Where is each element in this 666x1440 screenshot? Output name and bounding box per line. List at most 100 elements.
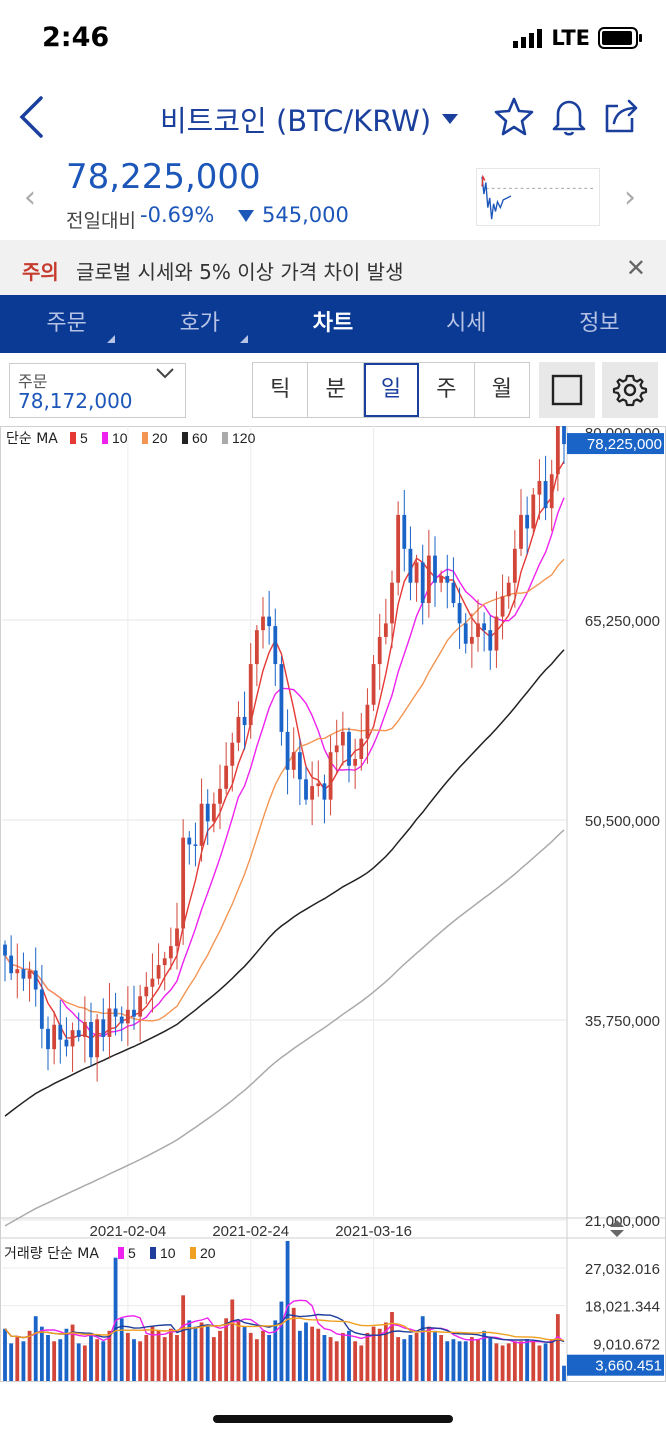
price-ma-legend-label: 단순 MA [6, 431, 58, 447]
ma120-line [4, 829, 565, 1227]
candle [347, 731, 351, 766]
ma10-line [4, 497, 565, 1038]
price-chart[interactable]: 65,250,000 50,500,000 35,750,000 21,000,000… [0, 426, 666, 1382]
volume-bar [132, 1339, 136, 1381]
volume-bar [211, 1337, 216, 1381]
candle [162, 958, 167, 966]
legend-swatch [70, 432, 76, 444]
volume-bar [291, 1307, 296, 1381]
order-value: 78,172,000 [18, 389, 133, 413]
mini-chart[interactable] [476, 168, 600, 226]
volume-bar [3, 1328, 7, 1381]
period-minute[interactable]: 분 [308, 363, 364, 417]
tab-quotes[interactable]: 시세 [445, 311, 487, 336]
market-selector[interactable]: 비트코인 (BTC/KRW) [160, 98, 459, 140]
volume-bar [297, 1330, 302, 1381]
warning-text: 글로벌 시세와 5% 이상 가격 차이 발생 [76, 260, 404, 284]
period-week[interactable]: 주 [419, 363, 475, 417]
candle [390, 582, 394, 624]
volume-bar [144, 1335, 149, 1381]
volume-bar [150, 1326, 155, 1381]
tab-info[interactable]: 정보 [579, 311, 620, 336]
x-tick-label: 2021-02-04 [89, 1223, 166, 1240]
volume-tick-label: 18,021.344 [585, 1299, 660, 1316]
candle [506, 582, 511, 597]
share-icon[interactable] [602, 96, 642, 136]
volume-bar [463, 1341, 468, 1381]
volume-bar [168, 1328, 173, 1381]
volume-bar [273, 1320, 278, 1381]
volume-bar [402, 1339, 407, 1381]
volume-ma5-line [4, 1299, 565, 1344]
candle [211, 803, 216, 822]
legend-period: 5 [80, 430, 88, 446]
candle [531, 494, 536, 529]
fullscreen-button[interactable] [539, 362, 595, 418]
candle [273, 626, 278, 665]
volume-bar [555, 1314, 560, 1381]
candle [519, 514, 523, 549]
tab-orderbook[interactable]: 호가 [133, 295, 266, 353]
volume-bar [181, 1295, 186, 1381]
volume-bar [76, 1343, 81, 1381]
down-arrow-icon [238, 210, 254, 222]
candle [46, 1028, 50, 1050]
volume-bar [531, 1341, 536, 1381]
volume-bar [9, 1343, 14, 1381]
volume-bar [488, 1337, 493, 1381]
candle [414, 562, 419, 583]
period-day[interactable]: 일 [363, 363, 420, 417]
volume-bar [562, 1365, 566, 1381]
prev-coin-arrow-icon[interactable]: ‹ [24, 180, 36, 215]
volume-bar [82, 1345, 87, 1381]
period-selector: 틱 분 일 주 월 [252, 362, 530, 418]
legend-swatch [142, 432, 148, 444]
volume-bar [46, 1335, 50, 1381]
candle [119, 1016, 124, 1024]
x-tick-label: 2021-02-24 [212, 1223, 289, 1240]
candle [297, 752, 302, 780]
candle [469, 636, 474, 644]
volume-bar [138, 1341, 143, 1381]
star-icon[interactable] [494, 96, 534, 136]
volume-bar [347, 1330, 351, 1381]
candle [267, 616, 272, 627]
candle [21, 969, 26, 979]
period-tick[interactable]: 틱 [253, 363, 309, 417]
tab-order[interactable]: 주문 [0, 295, 133, 353]
volume-bar [426, 1326, 431, 1381]
tab-chart[interactable]: 차트 [312, 311, 354, 336]
order-dropdown[interactable] [9, 363, 186, 418]
chart-settings-button[interactable] [602, 362, 658, 418]
candle [144, 986, 149, 997]
volume-bar [512, 1341, 517, 1381]
legend-swatch [118, 1247, 124, 1259]
next-coin-arrow-icon[interactable]: › [624, 180, 636, 215]
candle [193, 844, 198, 846]
candle [150, 978, 155, 987]
candle [328, 752, 333, 800]
volume-bar [365, 1332, 370, 1381]
close-icon[interactable]: ✕ [625, 254, 646, 282]
volume-bar [279, 1301, 284, 1381]
volume-bar [15, 1337, 20, 1381]
legend-period: 10 [112, 430, 128, 446]
volume-bar [205, 1324, 210, 1381]
warning-banner [0, 240, 666, 295]
candle [500, 596, 505, 617]
volume-bar [304, 1322, 308, 1381]
tab-bar: 주문 호가 차트 시세 정보 [0, 295, 666, 353]
volume-bar [254, 1339, 259, 1381]
back-icon[interactable] [8, 92, 54, 142]
volume-bar [519, 1341, 523, 1381]
candle [101, 1019, 106, 1037]
candle [156, 965, 161, 979]
y-tick-label: 50,500,000 [585, 813, 660, 830]
period-month[interactable]: 월 [491, 377, 512, 402]
candle [340, 731, 345, 746]
bell-icon[interactable] [549, 96, 589, 136]
candle [371, 664, 376, 705]
y-tick-label: 21,000,000 [585, 1213, 660, 1230]
candle [279, 664, 284, 732]
volume-bar [89, 1332, 93, 1381]
